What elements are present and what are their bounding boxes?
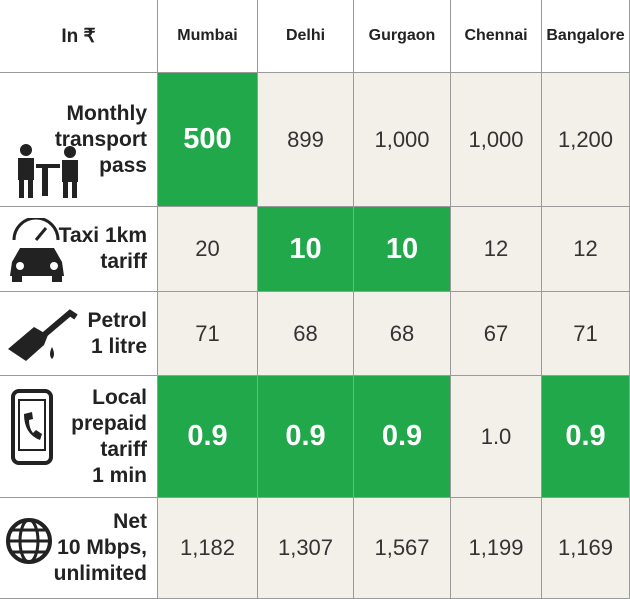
highlight-cell: 0.9 [354, 376, 451, 498]
data-cell: 68 [354, 292, 451, 376]
data-cell-text: 1,169 [557, 535, 614, 560]
highlight-cell-text: 10 [385, 232, 419, 265]
data-cell-text: 1,200 [557, 126, 614, 152]
data-cell-text: 12 [483, 236, 509, 261]
highlight-cell: 10 [258, 207, 354, 292]
corner-cell-text: In ₹ [61, 25, 96, 47]
data-cell: 12 [542, 207, 630, 292]
data-cell-text: 1,000 [468, 126, 524, 152]
data-cell: 12 [451, 207, 542, 292]
corner-cell: In ₹ [0, 0, 158, 73]
data-cell: 68 [258, 292, 354, 376]
icon-phone [11, 389, 53, 465]
row-label-text: Taxi 1km tariff [58, 224, 147, 273]
icon-transport [18, 144, 78, 198]
data-cell: 71 [158, 292, 258, 376]
data-cell-text: 71 [573, 320, 598, 346]
column-header: Delhi [258, 0, 354, 73]
data-cell-text: 12 [573, 236, 598, 261]
data-cell: 1,000 [354, 73, 451, 207]
data-cell: 1,307 [258, 498, 354, 599]
data-cell: 1.0 [451, 376, 542, 498]
icon-globe [6, 518, 52, 564]
data-cell-text: 71 [195, 320, 220, 346]
row-label-text: Monthly transport pass [54, 101, 147, 177]
data-cell: 71 [542, 292, 630, 376]
column-header-text: Chennai [464, 27, 528, 44]
highlight-cell: 0.9 [542, 376, 630, 498]
row-label: Net 10 Mbps, unlimited [0, 498, 158, 599]
highlight-cell-text: 0.9 [187, 420, 228, 452]
column-header: Mumbai [158, 0, 258, 73]
row-label-text: Local prepaid tariff 1 min [71, 385, 147, 487]
highlight-cell: 0.9 [158, 376, 258, 498]
column-header-text: Delhi [285, 27, 326, 44]
data-cell-text: 1,182 [179, 535, 236, 560]
data-cell-text: 899 [287, 126, 324, 152]
row-label-text: Petrol 1 litre [87, 308, 147, 358]
data-cell-text: 1.0 [480, 423, 512, 449]
data-cell-text: 67 [483, 320, 509, 346]
column-header-text: Mumbai [177, 27, 238, 44]
column-header: Gurgaon [354, 0, 451, 73]
highlight-cell-text: 0.9 [381, 420, 423, 452]
highlight-cell-text: 0.9 [565, 420, 606, 452]
data-cell: 1,199 [451, 498, 542, 599]
data-cell-text: 68 [389, 320, 415, 346]
data-cell-text: 1,307 [277, 535, 334, 560]
data-cell: 1,567 [354, 498, 451, 599]
column-header: Chennai [451, 0, 542, 73]
data-cell: 1,182 [158, 498, 258, 599]
data-cell-text: 1,000 [374, 126, 430, 152]
column-header-text: Gurgaon [368, 27, 436, 44]
data-cell-text: 1,567 [374, 535, 430, 560]
highlight-cell: 0.9 [258, 376, 354, 498]
highlight-cell-text: 10 [289, 232, 322, 265]
icon-taxi [10, 218, 64, 282]
data-cell: 20 [158, 207, 258, 292]
data-cell: 899 [258, 73, 354, 207]
data-cell: 67 [451, 292, 542, 376]
row-label: Monthly transport pass [0, 73, 158, 207]
row-label-text: Net 10 Mbps, unlimited [53, 510, 147, 585]
highlight-cell: 10 [354, 207, 451, 292]
icon-petrol [8, 309, 78, 361]
row-label: Local prepaid tariff 1 min [0, 376, 158, 498]
highlight-cell-text: 500 [183, 123, 232, 155]
data-cell-text: 68 [293, 320, 318, 346]
column-header-text: Bangalore [546, 27, 625, 44]
data-cell: 1,200 [542, 73, 630, 207]
data-cell: 1,000 [451, 73, 542, 207]
column-header: Bangalore [542, 0, 630, 73]
data-cell: 1,169 [542, 498, 630, 599]
highlight-cell: 500 [158, 73, 258, 207]
data-cell-text: 20 [195, 236, 220, 261]
highlight-cell-text: 0.9 [285, 420, 326, 452]
data-cell-text: 1,199 [468, 535, 524, 560]
